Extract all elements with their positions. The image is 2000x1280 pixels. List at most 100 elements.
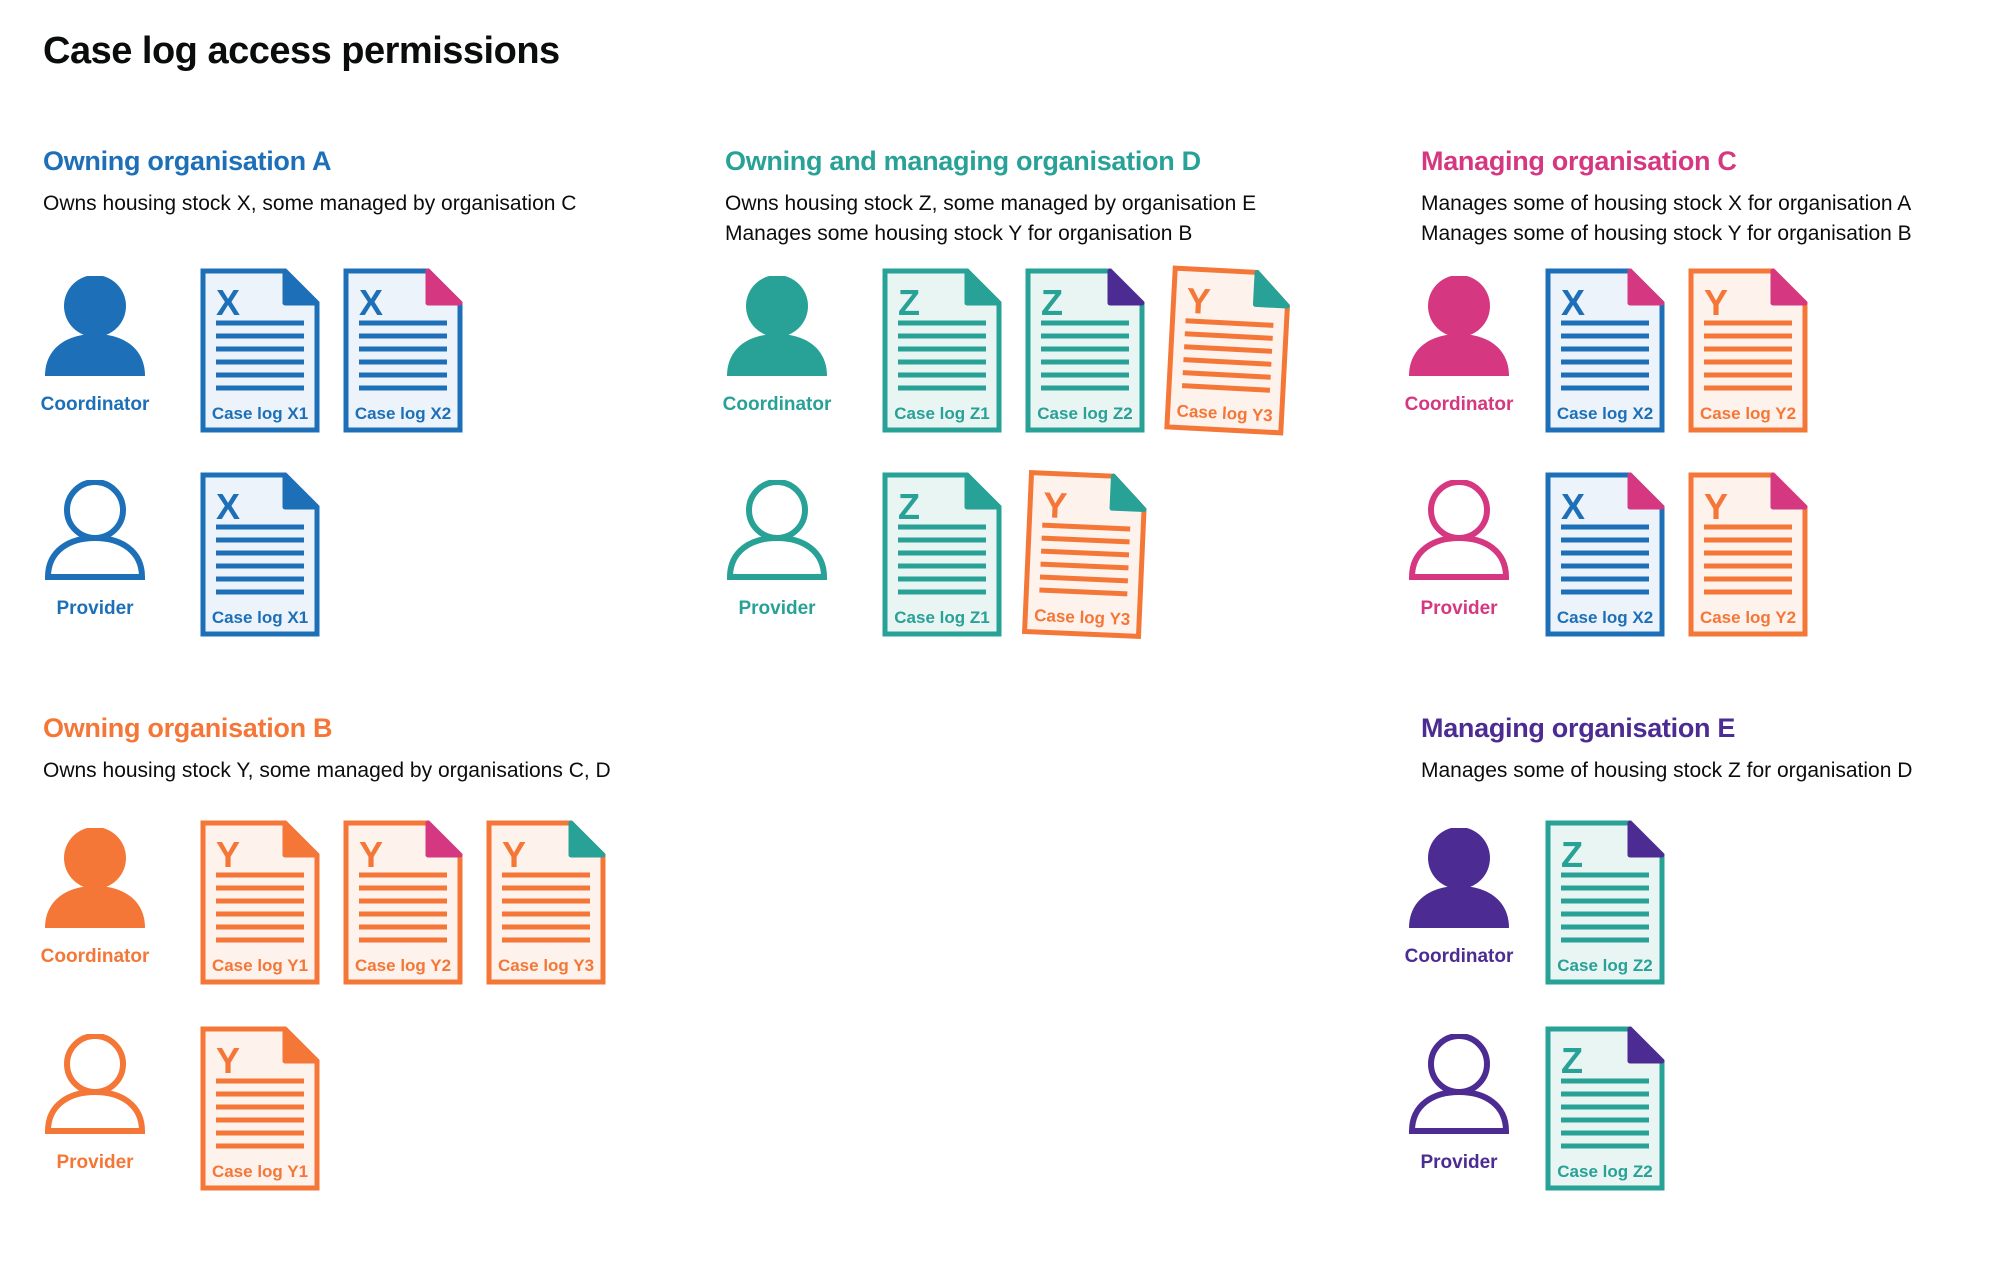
case-log-case-log-y3: Y Case log Y3 — [486, 820, 606, 985]
person-role-label: Coordinator — [40, 394, 150, 415]
section-org-d: Owning and managing organisation D Owns h… — [723, 145, 1395, 640]
case-log-documents: Y Case log Y1 — [200, 1026, 320, 1191]
case-log-documents: Z Case log Z2 — [1545, 820, 1665, 985]
provider-icon — [1408, 1033, 1510, 1134]
section-title: Owning organisation B — [43, 713, 333, 743]
person-role-label: Provider — [56, 598, 134, 619]
section-description-line: Owns housing stock X, some managed by or… — [43, 192, 577, 215]
section-description-line: Owns housing stock Y, some managed by or… — [43, 759, 611, 782]
doc-label: Case log Y3 — [498, 956, 594, 975]
folded-corner — [282, 472, 320, 510]
case-log-case-log-x1: X Case log X1 — [200, 268, 320, 433]
doc-label: Case log Y2 — [355, 956, 451, 975]
coordinator-icon — [45, 275, 145, 376]
case-log-case-log-z2: Z Case log Z2 — [1545, 1026, 1665, 1191]
stock-letter: X — [1561, 486, 1585, 527]
stock-letter: Y — [1704, 282, 1728, 323]
stock-letter: Y — [1704, 486, 1728, 527]
case-log-document: Z Case log Z2 — [1545, 820, 1665, 985]
case-log-document: Y Case log Y2 — [343, 820, 463, 985]
case-log-documents: X Case log X1 — [200, 472, 320, 637]
case-log-document: X Case log X1 — [200, 268, 320, 433]
stock-letter: Z — [1561, 834, 1583, 875]
doc-label: Case log Y1 — [212, 1162, 308, 1181]
section-description: Manages some of housing stock Z for orga… — [1421, 756, 1996, 786]
section-description-line: Manages some of housing stock X for orga… — [1421, 192, 1912, 215]
folded-corner — [1770, 268, 1808, 306]
doc-label: Case log Y1 — [212, 956, 308, 975]
provider-icon — [44, 479, 146, 580]
case-log-case-log-y3: Y Case log Y3 — [1021, 469, 1148, 640]
doc-label: Case log X1 — [212, 608, 308, 627]
section-description-line: Owns housing stock Z, some managed by or… — [725, 192, 1257, 215]
folded-corner — [568, 820, 606, 858]
case-log-document: Z Case log Z2 — [1025, 268, 1145, 433]
doc-label: Case log X2 — [355, 404, 451, 423]
section-title: Owning and managing organisation D — [725, 146, 1201, 176]
coordinator-icon — [727, 275, 827, 376]
case-log-document: Y Case log Y1 — [200, 1026, 320, 1191]
case-log-document: X Case log X2 — [1545, 268, 1665, 433]
coordinator-row: Coordinator X Case log X2 Y Case log Y2 — [1405, 268, 1996, 438]
case-log-document: X Case log X2 — [343, 268, 463, 433]
stock-letter: Y — [502, 834, 526, 875]
doc-label: Case log Y3 — [1034, 606, 1131, 629]
folded-corner — [1627, 268, 1665, 306]
case-log-documents: Z Case log Z1 Z Case log Z2 Y Case log Y3 — [882, 265, 1290, 436]
case-log-case-log-x2: X Case log X2 — [1545, 268, 1665, 433]
section-title: Managing organisation C — [1421, 146, 1737, 176]
case-log-document: Y Case log Y2 — [1688, 472, 1808, 637]
folded-corner — [425, 820, 463, 858]
case-log-document: Z Case log Z1 — [882, 268, 1002, 433]
section-description: Owns housing stock Y, some managed by or… — [43, 756, 713, 786]
case-log-documents: Z Case log Z2 — [1545, 1026, 1665, 1191]
person-role-label: Coordinator — [1404, 394, 1514, 415]
case-log-case-log-y2: Y Case log Y2 — [1688, 472, 1808, 637]
folded-corner — [282, 268, 320, 306]
stock-letter: X — [216, 282, 240, 323]
person-provider: Provider — [35, 479, 155, 619]
stock-letter: X — [359, 282, 383, 323]
page-title: Case log access permissions — [43, 30, 560, 72]
case-log-case-log-z2: Z Case log Z2 — [1025, 268, 1145, 433]
folded-corner — [1770, 472, 1808, 510]
doc-label: Case log X2 — [1557, 608, 1653, 627]
case-log-case-log-x2: X Case log X2 — [1545, 472, 1665, 637]
case-log-case-log-z2: Z Case log Z2 — [1545, 820, 1665, 985]
doc-label: Case log Y2 — [1700, 608, 1796, 627]
stock-letter: Y — [359, 834, 383, 875]
doc-label: Case log X2 — [1557, 404, 1653, 423]
doc-label: Case log Z2 — [1557, 1162, 1652, 1181]
provider-row: Provider Y Case log Y1 — [43, 1026, 713, 1196]
stock-letter: Y — [216, 834, 240, 875]
stock-letter: Z — [1561, 1040, 1583, 1081]
person-provider: Provider — [35, 1033, 155, 1173]
coordinator-icon — [1409, 827, 1509, 928]
case-log-case-log-x1: X Case log X1 — [200, 472, 320, 637]
section-org-e: Managing organisation E Manages some of h… — [1405, 712, 1996, 1191]
case-log-documents: X Case log X2 Y Case log Y2 — [1545, 472, 1808, 637]
case-log-case-log-y1: Y Case log Y1 — [200, 820, 320, 985]
provider-row: Provider Z Case log Z1 Y Case log Y3 — [725, 469, 1395, 642]
section-title: Owning organisation A — [43, 146, 332, 176]
coordinator-row: Coordinator Z Case log Z1 Z Case log Z2 Y Case… — [723, 265, 1395, 438]
case-log-case-log-y2: Y Case log Y2 — [343, 820, 463, 985]
folded-corner — [425, 268, 463, 306]
folded-corner — [1107, 268, 1145, 306]
provider-icon — [1408, 479, 1510, 580]
stock-letter: Y — [216, 1040, 240, 1081]
case-log-documents: Z Case log Z1 Y Case log Y3 — [882, 469, 1148, 640]
person-provider: Provider — [1399, 479, 1519, 619]
section-title: Managing organisation E — [1421, 713, 1736, 743]
folded-corner — [282, 820, 320, 858]
case-log-document: Z Case log Z2 — [1545, 1026, 1665, 1191]
provider-row: Provider X Case log X1 — [43, 472, 713, 642]
section-org-b: Owning organisation B Owns housing stock … — [41, 712, 713, 1191]
person-coordinator: Coordinator — [1399, 827, 1519, 967]
case-log-case-log-y2: Y Case log Y2 — [1688, 268, 1808, 433]
person-role-label: Provider — [738, 598, 816, 619]
person-role-label: Coordinator — [40, 946, 150, 967]
section-description-line: Manages some of housing stock Z for orga… — [1421, 759, 1913, 782]
